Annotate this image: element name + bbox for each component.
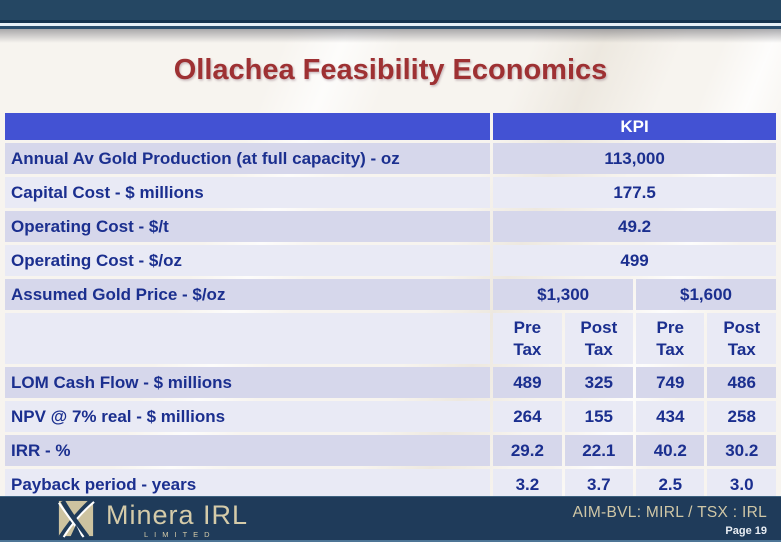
table-header-kpi: KPI xyxy=(493,113,776,140)
table-row: IRR - % 29.2 22.1 40.2 30.2 xyxy=(5,435,776,466)
row-value: 264 xyxy=(493,401,562,432)
row-label: Assumed Gold Price - $/oz xyxy=(5,279,491,310)
row-value: 434 xyxy=(636,401,705,432)
table-header-label-cell xyxy=(5,113,491,140)
row-label: Payback period - years xyxy=(5,469,491,500)
row-value: 22.1 xyxy=(564,435,634,466)
table-row: Operating Cost - $/oz 499 xyxy=(5,245,776,276)
row-value: 325 xyxy=(564,367,634,398)
tax-header-cell: Pre Tax xyxy=(636,313,705,364)
row-value: 155 xyxy=(564,401,634,432)
kpi-table: KPI Annual Av Gold Production (at full c… xyxy=(2,110,779,503)
row-label: Operating Cost - $/t xyxy=(5,211,491,242)
top-decorative-band xyxy=(0,0,781,29)
stock-ticker-text: AIM-BVL: MIRL / TSX : IRL xyxy=(572,504,767,521)
row-value: 40.2 xyxy=(636,435,705,466)
company-logo: Minera IRL LIMITED xyxy=(56,500,248,539)
gold-price-low: $1,300 xyxy=(493,279,634,310)
table-row: Annual Av Gold Production (at full capac… xyxy=(5,143,776,174)
row-value: 113,000 xyxy=(493,143,776,174)
tax-header-cell: Pre Tax xyxy=(493,313,562,364)
footer-bar: Minera IRL LIMITED AIM-BVL: MIRL / TSX :… xyxy=(0,496,781,542)
tax-header-cell: Post Tax xyxy=(707,313,776,364)
page-title: Ollachea Feasibility Economics xyxy=(173,54,608,86)
row-value: 30.2 xyxy=(707,435,776,466)
tax-header-row: Pre Tax Post Tax Pre Tax Post Tax xyxy=(5,313,776,364)
logo-subtitle: LIMITED xyxy=(144,530,216,539)
page-number: Page 19 xyxy=(725,525,767,537)
row-value: 177.5 xyxy=(493,177,776,208)
table-row: LOM Cash Flow - $ millions 489 325 749 4… xyxy=(5,367,776,398)
row-label: Capital Cost - $ millions xyxy=(5,177,491,208)
row-value: 3.2 xyxy=(493,469,562,500)
table-row: Payback period - years 3.2 3.7 2.5 3.0 xyxy=(5,469,776,500)
logo-name: Minera IRL xyxy=(106,500,249,530)
row-value: 749 xyxy=(636,367,705,398)
row-label: LOM Cash Flow - $ millions xyxy=(5,367,491,398)
table-row: NPV @ 7% real - $ millions 264 155 434 2… xyxy=(5,401,776,432)
row-label: IRR - % xyxy=(5,435,491,466)
row-label: NPV @ 7% real - $ millions xyxy=(5,401,491,432)
row-value: 499 xyxy=(493,245,776,276)
row-value: 3.7 xyxy=(564,469,634,500)
tax-header-cell: Post Tax xyxy=(564,313,634,364)
table-header-row: KPI xyxy=(5,113,776,140)
gold-price-high: $1,600 xyxy=(636,279,776,310)
row-label: Annual Av Gold Production (at full capac… xyxy=(5,143,491,174)
logo-text: Minera IRL LIMITED xyxy=(106,500,248,539)
row-value: 49.2 xyxy=(493,211,776,242)
table-row: Operating Cost - $/t 49.2 xyxy=(5,211,776,242)
row-label: Operating Cost - $/oz xyxy=(5,245,491,276)
row-value: 29.2 xyxy=(493,435,562,466)
top-band-shadow xyxy=(0,29,781,43)
row-value: 3.0 xyxy=(707,469,776,500)
tax-header-label-cell xyxy=(5,313,491,364)
minera-irl-logo-icon xyxy=(58,500,95,538)
row-value: 486 xyxy=(707,367,776,398)
row-value: 489 xyxy=(493,367,562,398)
table-row: Capital Cost - $ millions 177.5 xyxy=(5,177,776,208)
row-value: 258 xyxy=(707,401,776,432)
gold-price-row: Assumed Gold Price - $/oz $1,300 $1,600 xyxy=(5,279,776,310)
row-value: 2.5 xyxy=(636,469,705,500)
